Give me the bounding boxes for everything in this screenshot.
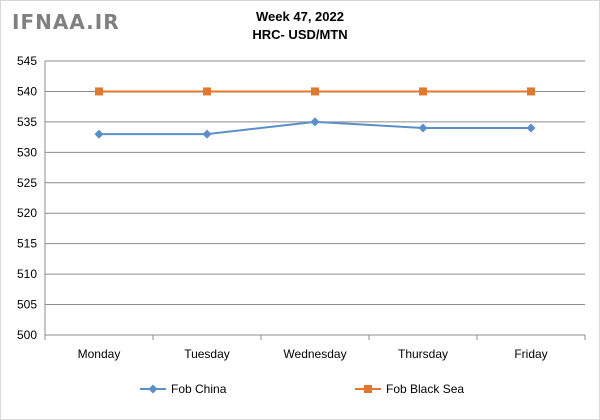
data-point-diamond xyxy=(526,123,536,133)
data-point-square xyxy=(419,87,427,96)
y-tick-label: 515 xyxy=(17,237,37,251)
data-point-square xyxy=(364,385,372,393)
series-fob-black-sea xyxy=(95,87,535,96)
legend-item: Fob Black Sea xyxy=(355,382,464,396)
x-tick-label: Thursday xyxy=(398,347,448,361)
legend: Fob China Fob Black Sea xyxy=(140,382,464,396)
data-point-diamond xyxy=(148,384,158,394)
y-tick-label: 545 xyxy=(17,54,37,68)
legend-label: Fob China xyxy=(171,382,227,396)
y-tick-label: 535 xyxy=(17,115,37,129)
x-tick-label: Tuesday xyxy=(184,347,230,361)
data-point-diamond xyxy=(94,129,104,139)
chart-title: Week 47, 2022 xyxy=(256,9,344,24)
legend-label: Fob Black Sea xyxy=(386,382,464,396)
x-tick-label: Monday xyxy=(78,347,121,361)
gridlines xyxy=(44,60,585,336)
y-tick-label: 520 xyxy=(17,206,37,220)
series-layer xyxy=(94,87,536,139)
data-point-square xyxy=(203,87,211,96)
data-point-diamond xyxy=(418,123,428,133)
series-fob-china xyxy=(94,117,536,139)
y-tick-label: 500 xyxy=(17,328,37,342)
legend-item: Fob China xyxy=(140,382,227,396)
y-tick-label: 510 xyxy=(17,267,37,281)
watermark-logo: IFNAA.IR xyxy=(12,10,120,34)
x-axis-ticks: Monday Tuesday Wednesday Thursday Friday xyxy=(44,335,586,361)
data-point-square xyxy=(95,87,103,96)
chart-subtitle: HRC- USD/MTN xyxy=(252,27,348,42)
y-tick-label: 505 xyxy=(17,298,37,312)
x-tick-label: Wednesday xyxy=(283,347,346,361)
y-tick-label: 530 xyxy=(17,145,37,159)
y-tick-label: 540 xyxy=(17,84,37,98)
x-tick-label: Friday xyxy=(514,347,547,361)
data-point-diamond xyxy=(202,129,212,139)
y-axis-ticks: 500 505 510 515 520 525 530 535 540 545 xyxy=(17,54,37,342)
data-point-diamond xyxy=(310,117,320,127)
data-point-square xyxy=(527,87,535,96)
y-tick-label: 525 xyxy=(17,176,37,190)
data-point-square xyxy=(311,87,319,96)
